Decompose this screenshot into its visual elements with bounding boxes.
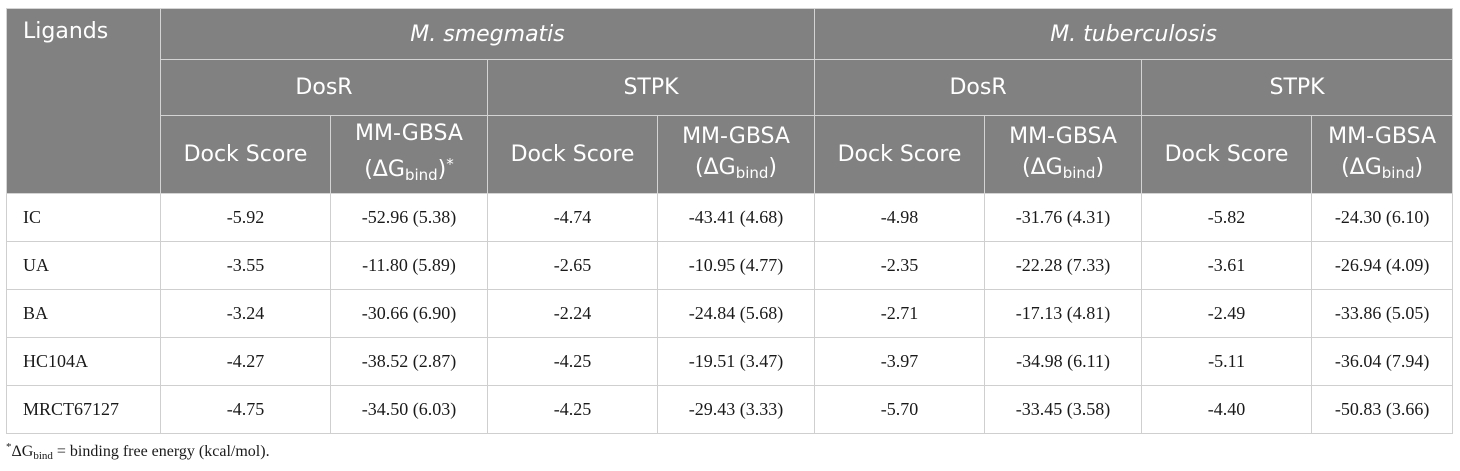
dock-score-cell: -2.71 <box>814 289 986 338</box>
mmgbsa-cell: -52.96 (5.38) <box>330 193 488 242</box>
mmgbsa-cell: -50.83 (3.66) <box>1311 385 1454 434</box>
dock-score-cell: -2.35 <box>814 241 986 290</box>
mmgbsa-cell: -31.76 (4.31) <box>984 193 1143 242</box>
mmgbsa-header: MM-GBSA (ΔGbind) <box>656 115 816 194</box>
dock-score-cell: -5.82 <box>1141 193 1313 242</box>
ligand-name-cell: UA <box>6 241 161 290</box>
dock-score-header: Dock Score <box>487 115 658 194</box>
close-paren: ) <box>437 157 447 182</box>
mmgbsa-header: MM-GBSA (ΔGbind) <box>984 115 1143 194</box>
table-row: HC104A -4.27 -38.52 (2.87) -4.25 -19.51 (3.4… <box>6 337 1454 386</box>
close-paren: ) <box>1095 154 1105 180</box>
dock-score-header: Dock Score <box>814 115 986 194</box>
delta-g-subscript: bind <box>1062 163 1096 182</box>
footnote-marker: * <box>446 155 454 173</box>
mmgbsa-cell: -26.94 (4.09) <box>1311 241 1454 290</box>
mmgbsa-cell: -34.50 (6.03) <box>330 385 488 434</box>
dock-score-cell: -4.98 <box>814 193 986 242</box>
species-header-tuberculosis: M. tuberculosis <box>814 8 1454 60</box>
dock-score-cell: -4.75 <box>160 385 331 434</box>
table-row: IC -5.92 -52.96 (5.38) -4.74 -43.41 (4.68) -4… <box>6 193 1454 242</box>
ligand-name-cell: MRCT67127 <box>6 385 161 434</box>
table-row: BA -3.24 -30.66 (6.90) -2.24 -24.84 (5.68) -2… <box>6 289 1454 338</box>
mmgbsa-label: MM-GBSA <box>1009 123 1117 149</box>
delta-g-label: (ΔG <box>695 154 736 180</box>
close-paren: ) <box>1414 154 1424 180</box>
dock-score-cell: -3.97 <box>814 337 986 386</box>
dock-score-cell: -4.25 <box>487 337 658 386</box>
ligand-name-cell: BA <box>6 289 161 338</box>
dock-score-header: Dock Score <box>1141 115 1313 194</box>
ligand-name-cell: IC <box>6 193 161 242</box>
mmgbsa-cell: -30.66 (6.90) <box>330 289 488 338</box>
docking-results-table: Ligands M. smegmatis M. tuberculosis Dos… <box>6 8 1454 434</box>
table-row: MRCT67127 -4.75 -34.50 (6.03) -4.25 -29.43 (… <box>6 385 1454 434</box>
dock-score-cell: -3.24 <box>160 289 331 338</box>
mmgbsa-cell: -33.86 (5.05) <box>1311 289 1454 338</box>
delta-g-label: (ΔG <box>1341 154 1382 180</box>
dock-score-cell: -4.25 <box>487 385 658 434</box>
footnote-star: * <box>6 441 12 453</box>
footnote-subscript: bind <box>33 450 53 462</box>
table-row: UA -3.55 -11.80 (5.89) -2.65 -10.95 (4.77) -2… <box>6 241 1454 290</box>
dock-score-header: Dock Score <box>160 115 331 194</box>
close-paren: ) <box>768 154 778 180</box>
target-header-stpk: STPK <box>1141 59 1454 116</box>
target-header-dosr: DosR <box>814 59 1143 116</box>
mmgbsa-cell: -22.28 (7.33) <box>984 241 1143 290</box>
mmgbsa-cell: -17.13 (4.81) <box>984 289 1143 338</box>
mmgbsa-cell: -29.43 (3.33) <box>656 385 816 434</box>
mmgbsa-cell: -24.30 (6.10) <box>1311 193 1454 242</box>
mmgbsa-cell: -24.84 (5.68) <box>656 289 816 338</box>
footnote-delta-g: ΔG <box>11 443 34 460</box>
table-footnote: *ΔGbind = binding free energy (kcal/mol)… <box>6 441 270 462</box>
delta-g-subscript: bind <box>1381 163 1415 182</box>
mmgbsa-cell: -43.41 (4.68) <box>656 193 816 242</box>
ligands-header: Ligands <box>6 8 161 194</box>
mmgbsa-cell: -10.95 (4.77) <box>656 241 816 290</box>
dock-score-cell: -5.70 <box>814 385 986 434</box>
mmgbsa-cell: -19.51 (3.47) <box>656 337 816 386</box>
species-header-smegmatis: M. smegmatis <box>159 8 816 60</box>
delta-g-subscript: bind <box>735 163 769 182</box>
delta-g-subscript: bind <box>404 166 438 184</box>
mmgbsa-cell: -34.98 (6.11) <box>984 337 1143 386</box>
dock-score-cell: -2.49 <box>1141 289 1313 338</box>
dock-score-cell: -3.55 <box>160 241 331 290</box>
dock-score-cell: -4.27 <box>160 337 331 386</box>
mmgbsa-header: MM-GBSA (ΔGbind) <box>1311 115 1454 194</box>
dock-score-cell: -4.40 <box>1141 385 1313 434</box>
mmgbsa-label: MM-GBSA <box>355 121 463 146</box>
target-header-dosr: DosR <box>160 59 488 116</box>
target-header-stpk: STPK <box>486 59 816 116</box>
mmgbsa-cell: -11.80 (5.89) <box>330 241 488 290</box>
dock-score-cell: -3.61 <box>1141 241 1313 290</box>
ligand-name-cell: HC104A <box>6 337 161 386</box>
delta-g-label: (ΔG <box>364 157 405 182</box>
dock-score-cell: -5.92 <box>160 193 331 242</box>
dock-score-cell: -2.24 <box>487 289 658 338</box>
mmgbsa-cell: -33.45 (3.58) <box>984 385 1143 434</box>
dock-score-cell: -5.11 <box>1141 337 1313 386</box>
mmgbsa-cell: -36.04 (7.94) <box>1311 337 1454 386</box>
dock-score-cell: -2.65 <box>487 241 658 290</box>
footnote-text: = binding free energy (kcal/mol). <box>52 443 270 460</box>
mmgbsa-label: MM-GBSA <box>1328 123 1437 149</box>
mmgbsa-header: MM-GBSA (ΔGbind)* <box>330 115 488 194</box>
dock-score-cell: -4.74 <box>487 193 658 242</box>
mmgbsa-label: MM-GBSA <box>682 123 790 149</box>
mmgbsa-cell: -38.52 (2.87) <box>330 337 488 386</box>
delta-g-label: (ΔG <box>1022 154 1063 180</box>
